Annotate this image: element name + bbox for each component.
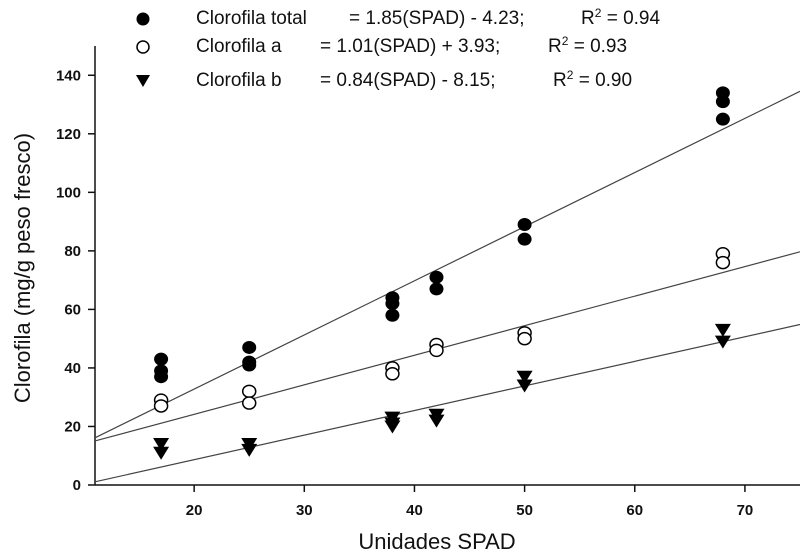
- data-point: [714, 335, 731, 349]
- legend-label-a: Clorofila a: [196, 36, 282, 57]
- data-point: [153, 438, 170, 452]
- x-axis-title: Unidades SPAD: [358, 529, 515, 554]
- data-point: [384, 420, 401, 434]
- legend-equation-total: = 1.85(SPAD) - 4.23;: [349, 8, 525, 29]
- data-point: [242, 358, 257, 372]
- data-point: [429, 343, 444, 358]
- y-tick-label: 100: [56, 184, 81, 201]
- data-point: [429, 270, 444, 284]
- x-tick-label: 50: [516, 502, 533, 519]
- data-point: [428, 414, 445, 428]
- legend-label-total: Clorofila total: [196, 8, 307, 29]
- data-point: [429, 282, 444, 296]
- regression-line: [94, 251, 800, 442]
- y-axis-ticks: 0 20 40 60 80 100 120 140: [56, 67, 95, 494]
- plot-area: [94, 46, 800, 486]
- legend-r2-a: R2 = 0.93: [548, 34, 628, 57]
- regression-line: [94, 90, 800, 439]
- y-tick-label: 140: [56, 67, 81, 84]
- data-point: [241, 443, 258, 457]
- legend-r2-b: R2 = 0.90: [553, 68, 633, 91]
- y-tick-label: 0: [73, 477, 81, 494]
- data-point: [516, 379, 533, 393]
- data-point: [385, 367, 400, 381]
- data-point: [517, 331, 532, 346]
- filled-triangle-down-icon: [136, 75, 150, 87]
- legend-label-b: Clorofila b: [196, 70, 282, 91]
- regression-lines: [94, 90, 800, 483]
- data-points: [153, 86, 731, 460]
- y-tick-label: 60: [64, 301, 81, 318]
- data-point: [154, 370, 169, 384]
- data-point: [715, 112, 730, 126]
- data-point: [153, 446, 170, 460]
- x-tick-label: 40: [406, 502, 423, 519]
- data-point: [154, 352, 169, 366]
- y-tick-label: 40: [64, 360, 81, 377]
- data-point: [715, 95, 730, 109]
- x-tick-label: 60: [626, 502, 643, 519]
- data-point: [385, 297, 400, 311]
- data-point: [385, 308, 400, 322]
- x-tick-label: 70: [737, 502, 754, 519]
- data-point: [242, 340, 257, 354]
- open-circle-icon: [136, 40, 150, 54]
- data-point: [714, 323, 731, 337]
- data-point: [516, 370, 533, 384]
- legend-equation-b: = 0.84(SPAD) - 8.15;: [320, 70, 496, 91]
- y-tick-label: 120: [56, 126, 81, 143]
- data-point: [241, 396, 257, 410]
- x-tick-label: 30: [296, 502, 313, 519]
- legend-r2-total: R2 = 0.94: [581, 6, 661, 29]
- legend-equation-a: = 1.01(SPAD) + 3.93;: [320, 36, 501, 57]
- y-tick-label: 20: [64, 418, 81, 435]
- regression-line: [94, 323, 800, 483]
- y-tick-label: 80: [64, 243, 81, 260]
- data-point: [517, 232, 532, 246]
- x-axis-ticks: 20 30 40 50 60 70: [186, 485, 753, 519]
- data-point: [153, 399, 169, 413]
- filled-circle-icon: [136, 12, 150, 26]
- x-tick-label: 20: [186, 502, 203, 519]
- data-point: [517, 218, 532, 232]
- y-axis-title: Clorofila (mg/g peso fresco): [10, 133, 35, 403]
- data-point: [241, 384, 257, 399]
- data-point: [715, 255, 731, 270]
